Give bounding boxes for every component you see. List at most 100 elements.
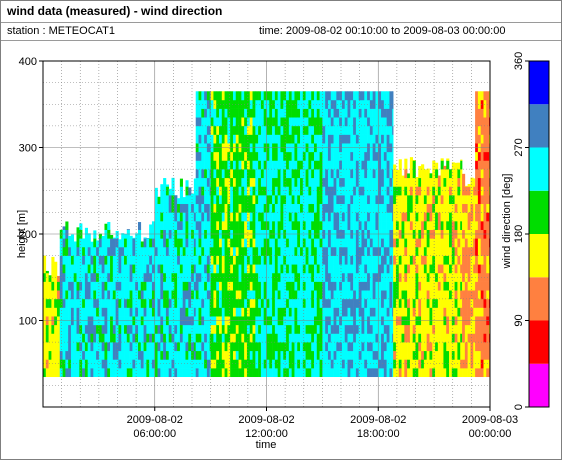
heatmap-cell bbox=[336, 169, 340, 179]
heatmap-cell bbox=[319, 91, 323, 101]
heatmap-cell bbox=[129, 281, 133, 291]
heatmap-cell bbox=[107, 350, 111, 360]
heatmap-cell bbox=[171, 298, 175, 308]
heatmap-cell bbox=[283, 99, 287, 109]
heatmap-cell bbox=[361, 246, 365, 256]
heatmap-cell bbox=[146, 359, 150, 369]
heatmap-cell bbox=[443, 298, 447, 308]
heatmap-cell bbox=[235, 281, 239, 291]
heatmap-cell bbox=[204, 108, 208, 118]
heatmap-cell bbox=[70, 272, 75, 282]
heatmap-cell bbox=[392, 169, 394, 179]
heatmap-cell bbox=[404, 246, 408, 256]
heatmap-cell bbox=[198, 281, 202, 291]
heatmap-cell bbox=[381, 134, 385, 144]
heatmap-cell bbox=[393, 221, 397, 230]
heatmap-cell bbox=[274, 264, 278, 274]
heatmap-cell bbox=[429, 195, 433, 205]
heatmap-cell bbox=[73, 272, 77, 282]
heatmap-cell bbox=[350, 186, 354, 196]
heatmap-cell bbox=[361, 169, 365, 179]
heatmap-cell bbox=[302, 333, 306, 343]
heatmap-cell bbox=[355, 255, 359, 265]
heatmap-cell bbox=[230, 151, 234, 161]
heatmap-cell bbox=[219, 125, 223, 135]
heatmap-cell bbox=[227, 298, 231, 308]
heatmap-cell bbox=[421, 359, 425, 369]
heatmap-cell bbox=[480, 264, 484, 274]
heatmap-cell bbox=[101, 238, 105, 248]
heatmap-cell bbox=[460, 186, 463, 196]
heatmap-cell bbox=[252, 324, 256, 334]
heatmap-cell bbox=[272, 255, 276, 265]
heatmap-cell bbox=[235, 212, 239, 222]
heatmap-cell bbox=[319, 108, 323, 118]
heatmap-cell bbox=[193, 212, 197, 222]
heatmap-cell bbox=[132, 237, 136, 239]
heatmap-cell bbox=[313, 99, 318, 109]
heatmap-cell bbox=[291, 333, 295, 343]
heatmap-cell bbox=[274, 212, 278, 222]
heatmap-cell bbox=[246, 186, 251, 196]
heatmap-cell bbox=[255, 212, 259, 222]
heatmap-cell bbox=[146, 255, 150, 265]
heatmap-cell bbox=[76, 342, 80, 352]
heatmap-cell bbox=[45, 281, 49, 291]
heatmap-cell bbox=[244, 125, 248, 135]
heatmap-cell bbox=[260, 246, 264, 256]
heatmap-cell bbox=[423, 281, 427, 291]
heatmap-cell bbox=[283, 359, 287, 369]
heatmap-cell bbox=[398, 203, 402, 213]
heatmap-cell bbox=[201, 298, 205, 308]
heatmap-cell bbox=[87, 298, 91, 308]
heatmap-cell bbox=[344, 281, 348, 291]
heatmap-cell bbox=[336, 195, 340, 205]
heatmap-cell bbox=[272, 91, 276, 101]
heatmap-cell bbox=[372, 134, 376, 144]
heatmap-cell bbox=[258, 342, 262, 352]
heatmap-cell bbox=[277, 177, 281, 187]
heatmap-cell bbox=[437, 350, 441, 360]
heatmap-cell bbox=[260, 177, 264, 187]
heatmap-cell bbox=[210, 91, 214, 101]
heatmap-cell bbox=[393, 350, 397, 360]
heatmap-cell bbox=[353, 186, 357, 196]
heatmap-cell bbox=[440, 238, 444, 248]
heatmap-cell bbox=[358, 203, 362, 213]
heatmap-cell bbox=[70, 290, 75, 300]
heatmap-cell bbox=[82, 368, 86, 378]
heatmap-cell bbox=[319, 221, 323, 230]
heatmap-cell bbox=[429, 186, 433, 196]
heatmap-cell bbox=[269, 307, 273, 317]
colorbar-band bbox=[529, 277, 549, 321]
heatmap-cell bbox=[398, 195, 402, 205]
heatmap-cell bbox=[305, 117, 309, 127]
heatmap-cell bbox=[288, 134, 292, 144]
heatmap-cell bbox=[272, 221, 276, 230]
heatmap-cell bbox=[483, 177, 487, 187]
heatmap-cell bbox=[204, 212, 208, 222]
heatmap-cell bbox=[198, 117, 202, 127]
heatmap-cell bbox=[350, 160, 354, 170]
heatmap-cell bbox=[294, 246, 298, 256]
heatmap-cell bbox=[347, 290, 351, 300]
heatmap-cell bbox=[235, 350, 239, 360]
heatmap-cell bbox=[386, 195, 390, 205]
heatmap-cell bbox=[440, 368, 444, 378]
heatmap-cell bbox=[486, 134, 490, 144]
heatmap-cell bbox=[266, 169, 270, 179]
heatmap-cell bbox=[308, 125, 312, 135]
heatmap-cell bbox=[393, 307, 397, 317]
heatmap-cell bbox=[383, 195, 387, 205]
heatmap-cell bbox=[446, 290, 450, 300]
heatmap-cell bbox=[364, 151, 368, 161]
heatmap-cell bbox=[421, 298, 425, 308]
heatmap-cell bbox=[316, 91, 320, 101]
heatmap-cell bbox=[255, 333, 259, 343]
heatmap-cell bbox=[344, 333, 348, 343]
heatmap-cell bbox=[386, 134, 390, 144]
heatmap-cell bbox=[43, 324, 47, 334]
heatmap-cell bbox=[446, 246, 450, 256]
heatmap-cell bbox=[171, 290, 175, 300]
